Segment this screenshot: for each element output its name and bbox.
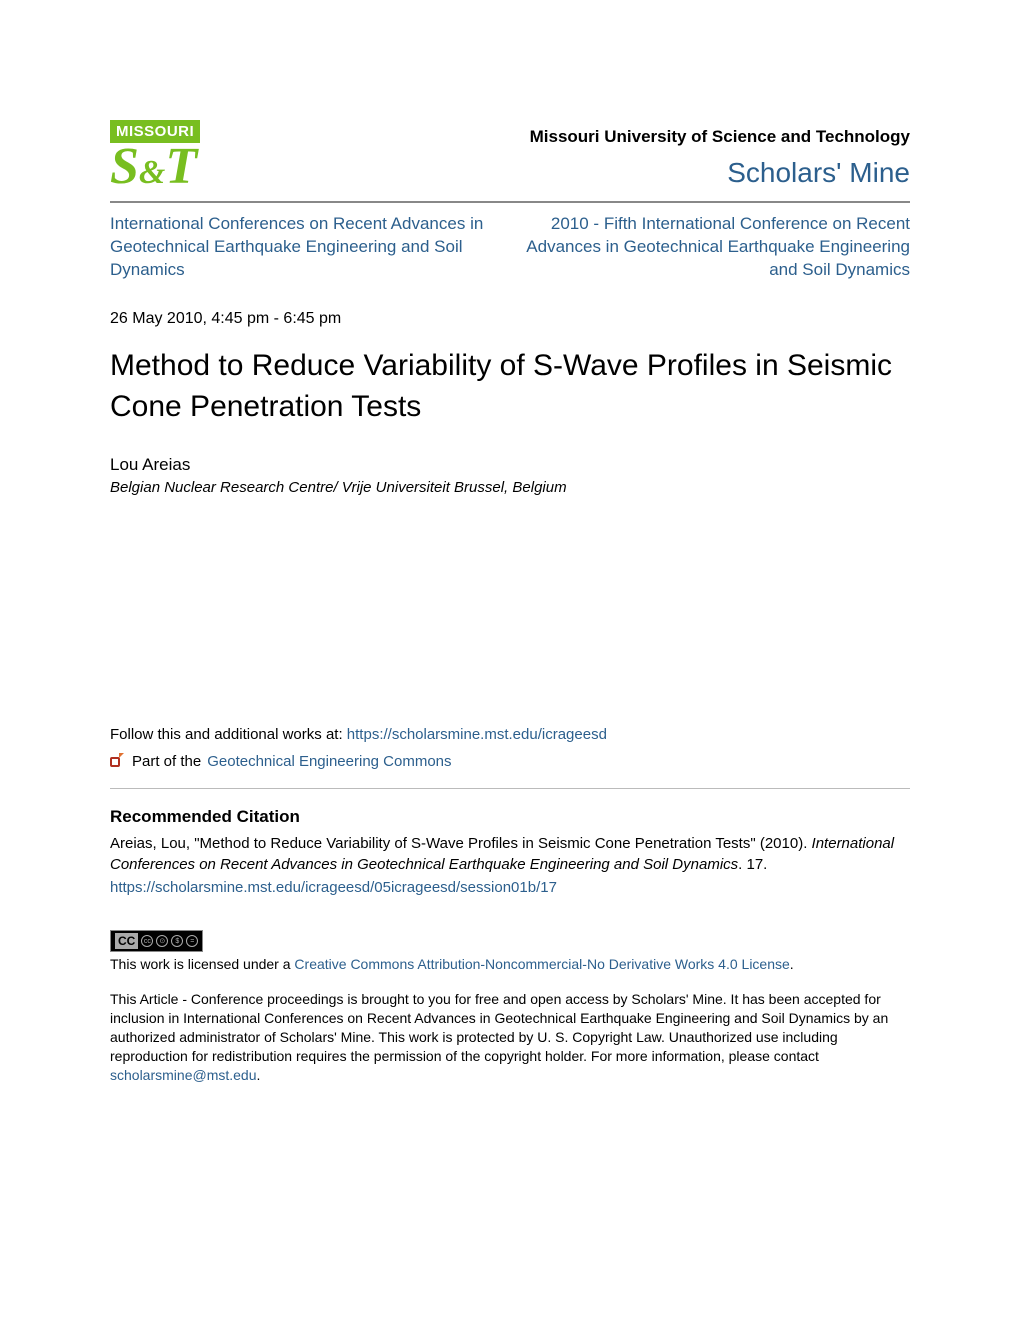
citation-body: Areias, Lou, "Method to Reduce Variabili… (110, 833, 910, 875)
cc-circle-3: $ (171, 935, 183, 947)
page-header: MISSOURI S&T Missouri University of Scie… (110, 120, 910, 189)
follow-works-line: Follow this and additional works at: htt… (110, 726, 910, 743)
footer-disclaimer: This Article - Conference proceedings is… (110, 990, 910, 1084)
license-suffix: . (790, 956, 794, 972)
author-name: Lou Areias (110, 455, 910, 475)
commons-link[interactable]: Geotechnical Engineering Commons (207, 753, 451, 770)
paper-title: Method to Reduce Variability of S-Wave P… (110, 346, 910, 427)
citation-url-link[interactable]: https://scholarsmine.mst.edu/icrageesd/0… (110, 879, 910, 896)
conference-series-link[interactable]: International Conferences on Recent Adva… (110, 213, 494, 282)
license-line: This work is licensed under a Creative C… (110, 956, 910, 972)
contact-email-link[interactable]: scholarsmine@mst.edu (110, 1067, 257, 1083)
content-spacer (110, 496, 910, 726)
license-prefix: This work is licensed under a (110, 956, 294, 972)
header-right: Missouri University of Science and Techn… (530, 127, 910, 189)
footer-text-2: . (257, 1067, 261, 1083)
citation-heading: Recommended Citation (110, 807, 910, 827)
cc-badge-left: CC (115, 933, 138, 949)
follow-prefix: Follow this and additional works at: (110, 726, 347, 743)
citation-text-2: . 17. (738, 856, 767, 873)
cc-circle-1: cc (141, 935, 153, 947)
conference-row: International Conferences on Recent Adva… (110, 213, 910, 282)
section-divider (110, 788, 910, 789)
session-datetime: 26 May 2010, 4:45 pm - 6:45 pm (110, 310, 910, 328)
repository-link[interactable]: Scholars' Mine (727, 157, 910, 188)
footer-text-1: This Article - Conference proceedings is… (110, 991, 888, 1064)
cc-badge-icon: CC cc ⊙ $ = (110, 930, 203, 952)
author-affiliation: Belgian Nuclear Research Centre/ Vrije U… (110, 479, 910, 496)
citation-text-1: Areias, Lou, "Method to Reduce Variabili… (110, 835, 812, 852)
external-link-icon (110, 754, 126, 770)
cc-circle-2: ⊙ (156, 935, 168, 947)
university-name: Missouri University of Science and Techn… (530, 127, 910, 147)
institution-logo: MISSOURI S&T (110, 120, 260, 189)
conference-event-link[interactable]: 2010 - Fifth International Conference on… (526, 213, 910, 282)
license-block: CC cc ⊙ $ = This work is licensed under … (110, 924, 910, 972)
part-of-line: Part of the Geotechnical Engineering Com… (110, 753, 910, 770)
cc-circle-4: = (186, 935, 198, 947)
part-of-prefix: Part of the (132, 753, 201, 770)
follow-url-link[interactable]: https://scholarsmine.mst.edu/icrageesd (347, 726, 607, 743)
logo-main-text: S&T (110, 145, 260, 189)
license-link[interactable]: Creative Commons Attribution-Noncommerci… (294, 956, 789, 972)
header-divider (110, 201, 910, 203)
